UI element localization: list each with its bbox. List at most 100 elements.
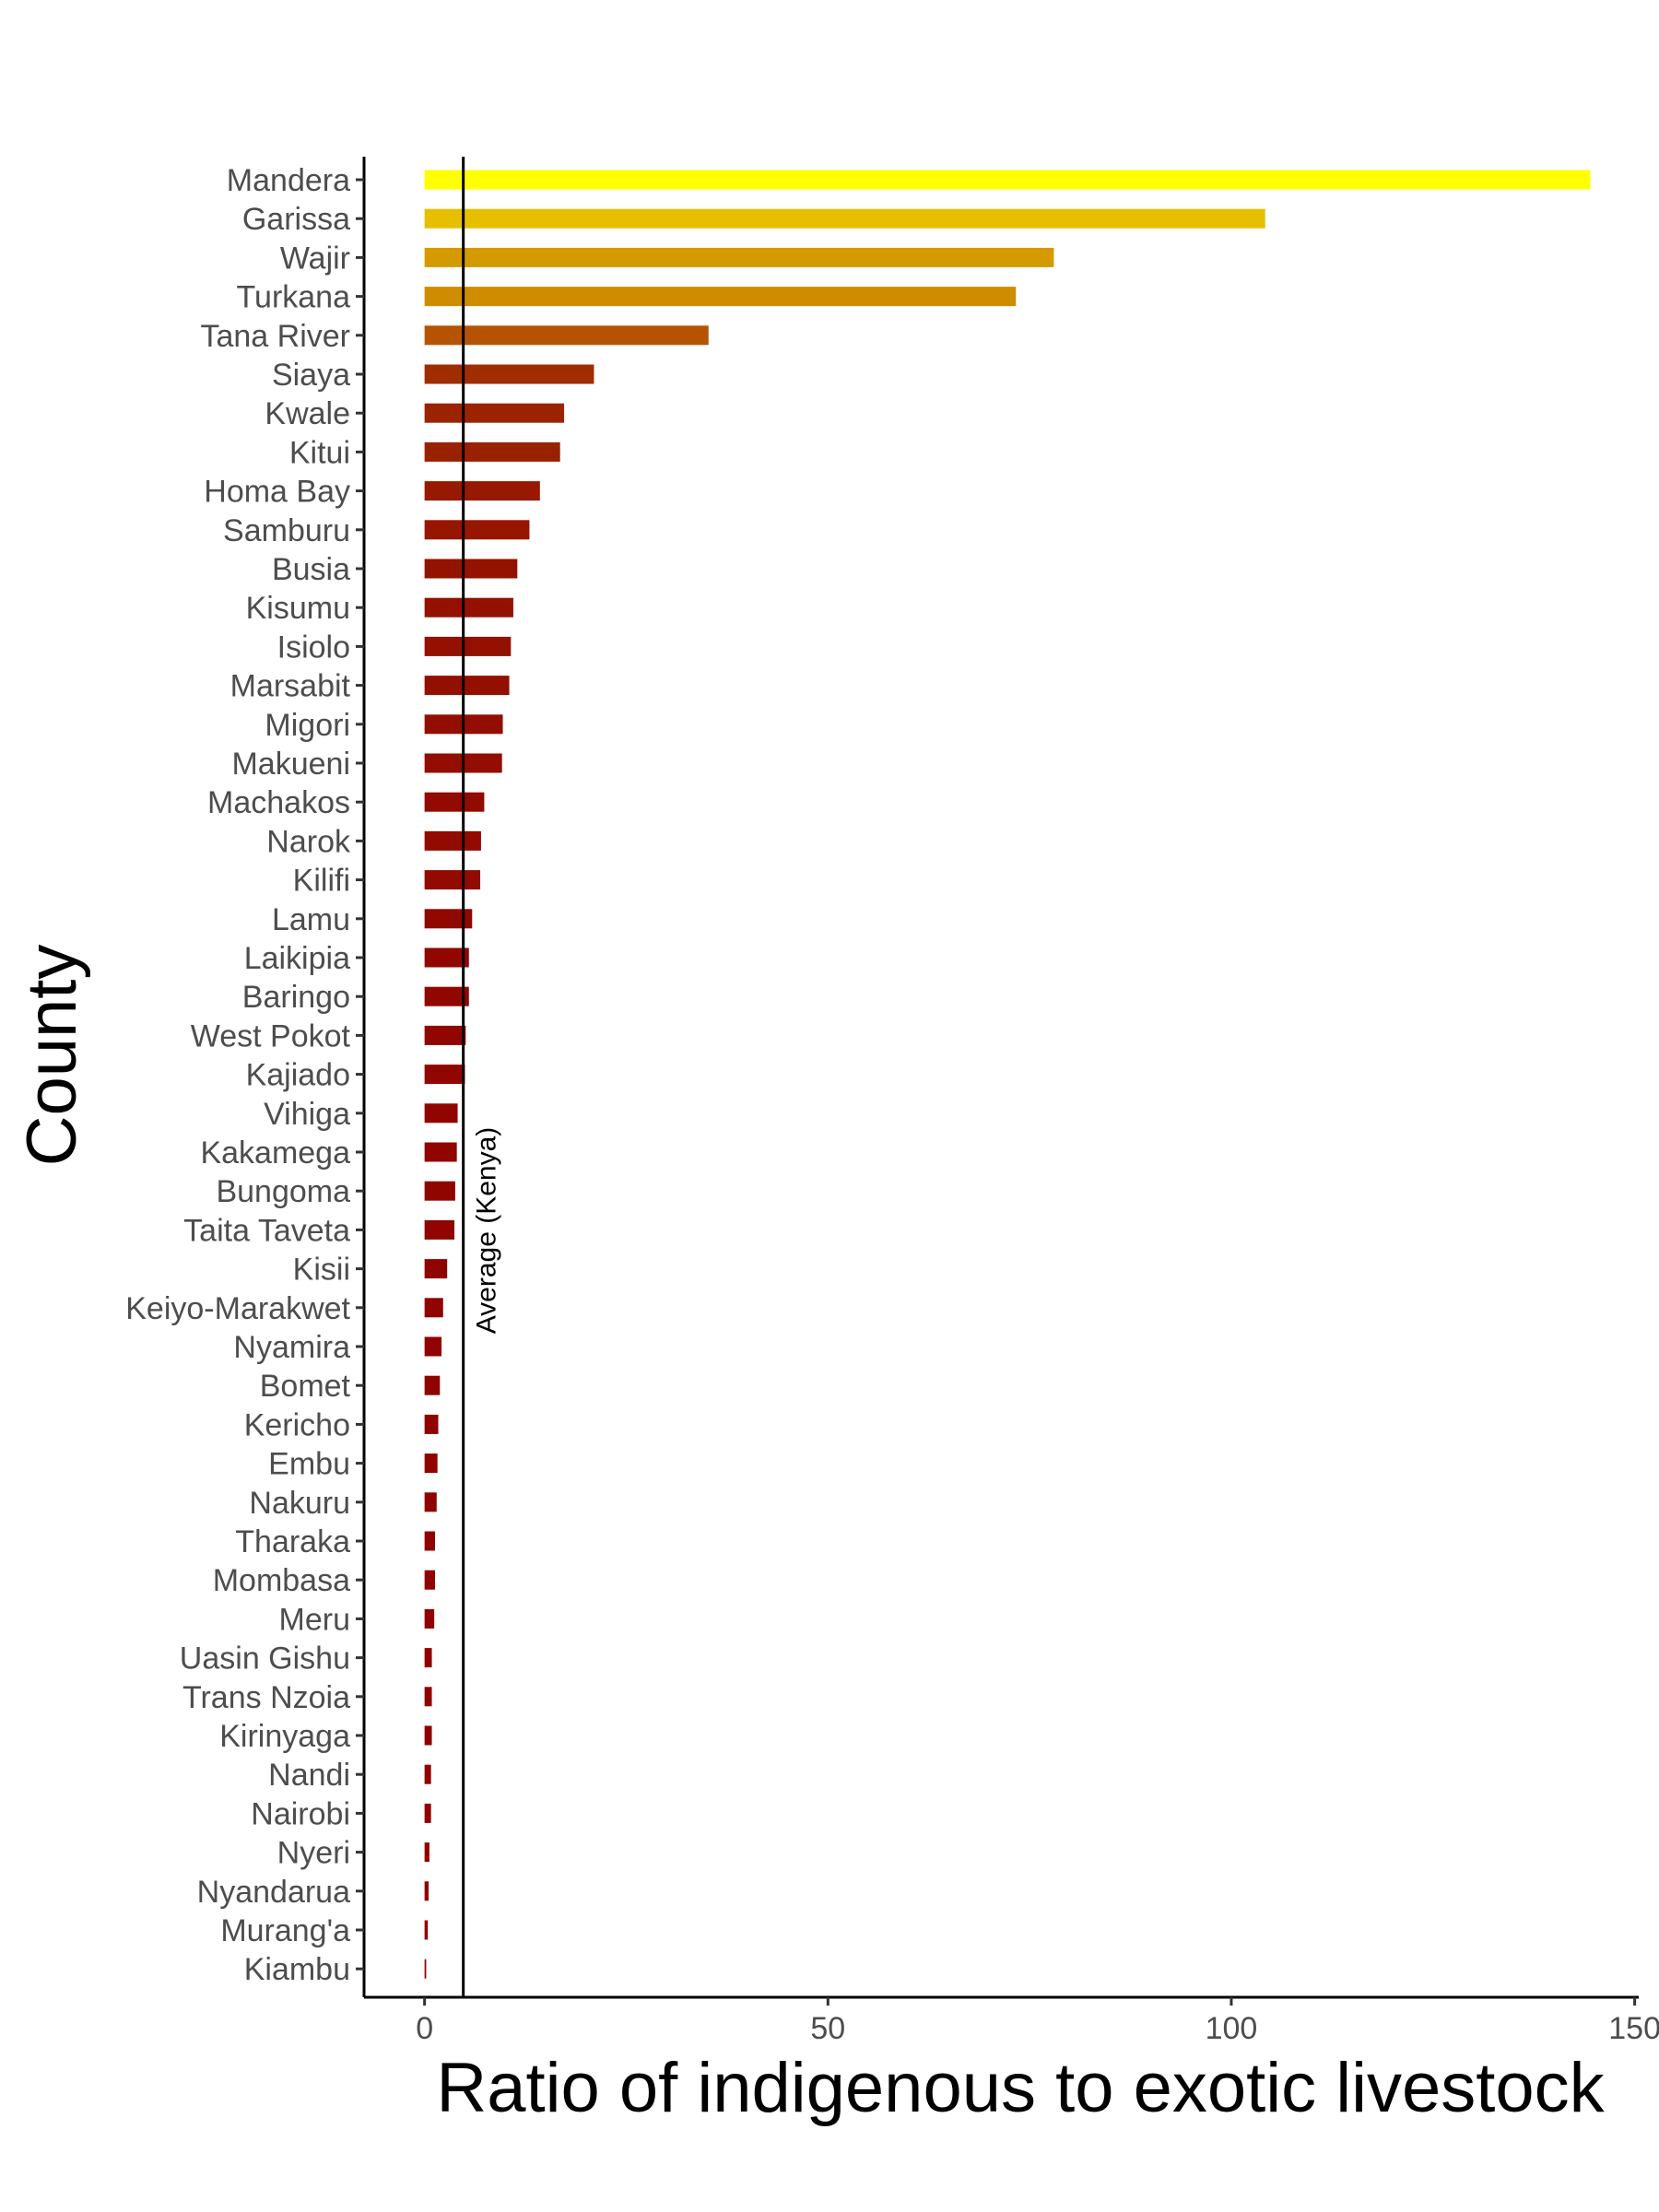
bar-taita-taveta <box>424 1219 455 1240</box>
y-tick-label: Siaya <box>272 358 350 393</box>
bar-isiolo <box>424 636 512 656</box>
x-tick-label: 150 <box>1608 2011 1659 2046</box>
y-tick-label: Nyamira <box>233 1330 350 1365</box>
y-axis: Mandera Garissa Wajir Turkana Tana River Siay… <box>125 157 366 1997</box>
y-tick-label: Nairobi <box>251 1796 350 1831</box>
y-tick-label: Wajir <box>280 241 350 276</box>
y-tick-label: Kisumu <box>246 591 350 626</box>
bar-uasin-gishu <box>424 1648 432 1668</box>
y-axis-title: County <box>13 945 91 1167</box>
y-tick-label: Kakamega <box>200 1135 350 1171</box>
y-tick-label: Uasin Gishu <box>180 1641 350 1677</box>
bar-busia <box>424 559 518 579</box>
bar-keiyo-marakwet <box>424 1298 443 1318</box>
bar-homa-bay <box>424 481 540 501</box>
y-tick-label: Laikipia <box>244 941 350 976</box>
reference-line-layer: Average (Kenya) <box>462 157 502 1997</box>
y-tick-label: Murang'a <box>220 1913 350 1948</box>
y-tick-label: Kiambu <box>244 1952 350 1987</box>
y-tick-label: Nakuru <box>249 1486 350 1521</box>
bar-nyeri <box>424 1842 429 1863</box>
y-tick-label: Narok <box>266 824 351 859</box>
bar-kisumu <box>424 597 513 618</box>
bar-nandi <box>424 1764 431 1784</box>
average-reference-label: Average (Kenya) <box>472 1127 502 1335</box>
bar-kilifi <box>424 870 481 890</box>
y-tick-label: Busia <box>272 552 350 587</box>
bar-turkana <box>424 287 1017 307</box>
bar-tana-river <box>424 325 709 346</box>
y-tick-label: Embu <box>268 1447 350 1482</box>
y-tick-label: Marsabit <box>230 669 351 704</box>
bar-bomet <box>424 1375 441 1395</box>
y-tick-label: Taita Taveta <box>183 1213 350 1248</box>
y-tick-label: Meru <box>279 1602 350 1637</box>
bar-nakuru <box>424 1492 437 1512</box>
bar-narok <box>424 830 481 851</box>
y-tick-label: Makueni <box>231 747 350 782</box>
bar-tharaka <box>424 1531 436 1551</box>
y-tick-label: Kwale <box>265 396 350 431</box>
y-tick-label: Homa Bay <box>204 475 350 510</box>
bar-west-pokot <box>424 1025 466 1045</box>
y-tick-label: Kitui <box>289 435 350 470</box>
y-tick-label: West Pokot <box>191 1018 351 1053</box>
bar-bungoma <box>424 1181 455 1201</box>
y-tick-label: Turkana <box>237 280 351 315</box>
y-tick-label: Migori <box>265 708 350 743</box>
y-tick-label: Garissa <box>242 202 350 237</box>
bar-wajir <box>424 247 1054 267</box>
bar-nyandarua <box>424 1881 429 1901</box>
y-tick-label: Nyeri <box>277 1836 350 1871</box>
y-tick-label: Mandera <box>227 163 350 198</box>
y-tick-label: Kericho <box>244 1407 350 1442</box>
y-tick-label: Lamu <box>272 902 350 937</box>
y-tick-label: Kisii <box>293 1253 350 1288</box>
y-tick-label: Keiyo-Marakwet <box>125 1291 350 1326</box>
bar-marsabit <box>424 676 510 696</box>
bar-kajiado <box>424 1065 465 1085</box>
y-tick-label: Nyandarua <box>197 1875 350 1910</box>
bar-kakamega <box>424 1142 457 1162</box>
bar-machakos <box>424 792 485 812</box>
y-tick-label: Kirinyaga <box>219 1719 350 1754</box>
bar-embu <box>424 1453 438 1474</box>
bar-baringo <box>424 986 469 1006</box>
bar-nairobi <box>424 1803 431 1823</box>
y-tick-label: Nandi <box>268 1758 350 1793</box>
y-tick-label: Tharaka <box>235 1524 350 1559</box>
y-tick-label: Bomet <box>260 1369 351 1404</box>
y-tick-label: Tana River <box>200 319 350 354</box>
y-tick-label: Kilifi <box>293 864 350 899</box>
bar-kirinyaga <box>424 1725 432 1746</box>
bar-meru <box>424 1608 435 1629</box>
y-tick-label: Trans Nzoia <box>182 1680 350 1715</box>
x-tick-label: 50 <box>810 2011 845 2046</box>
bar-nyamira <box>424 1336 442 1357</box>
y-tick-label: Isiolo <box>277 629 350 665</box>
bar-siaya <box>424 364 594 384</box>
bar-kiambu <box>424 1959 427 1979</box>
bar-samburu <box>424 520 530 540</box>
bar-kitui <box>424 441 560 462</box>
bar-lamu <box>424 909 473 929</box>
bar-garissa <box>424 208 1265 229</box>
x-tick-label: 100 <box>1206 2011 1258 2046</box>
y-tick-label: Samburu <box>223 513 350 548</box>
bars-layer <box>424 170 1591 1979</box>
bar-laikipia <box>424 947 469 968</box>
bar-kericho <box>424 1414 439 1434</box>
y-tick-label: Vihiga <box>264 1097 350 1132</box>
y-tick-label: Kajiado <box>246 1058 350 1093</box>
bar-kwale <box>424 403 565 423</box>
x-axis-title: Ratio of indigenous to exotic livestock <box>436 2049 1605 2127</box>
bar-murang-a <box>424 1920 429 1940</box>
bar-mandera <box>424 170 1591 190</box>
y-tick-label: Mombasa <box>213 1563 350 1598</box>
y-tick-label: Machakos <box>207 785 350 820</box>
bar-kisii <box>424 1259 448 1279</box>
bar-mombasa <box>424 1570 436 1590</box>
y-tick-label: Baringo <box>242 980 350 1015</box>
